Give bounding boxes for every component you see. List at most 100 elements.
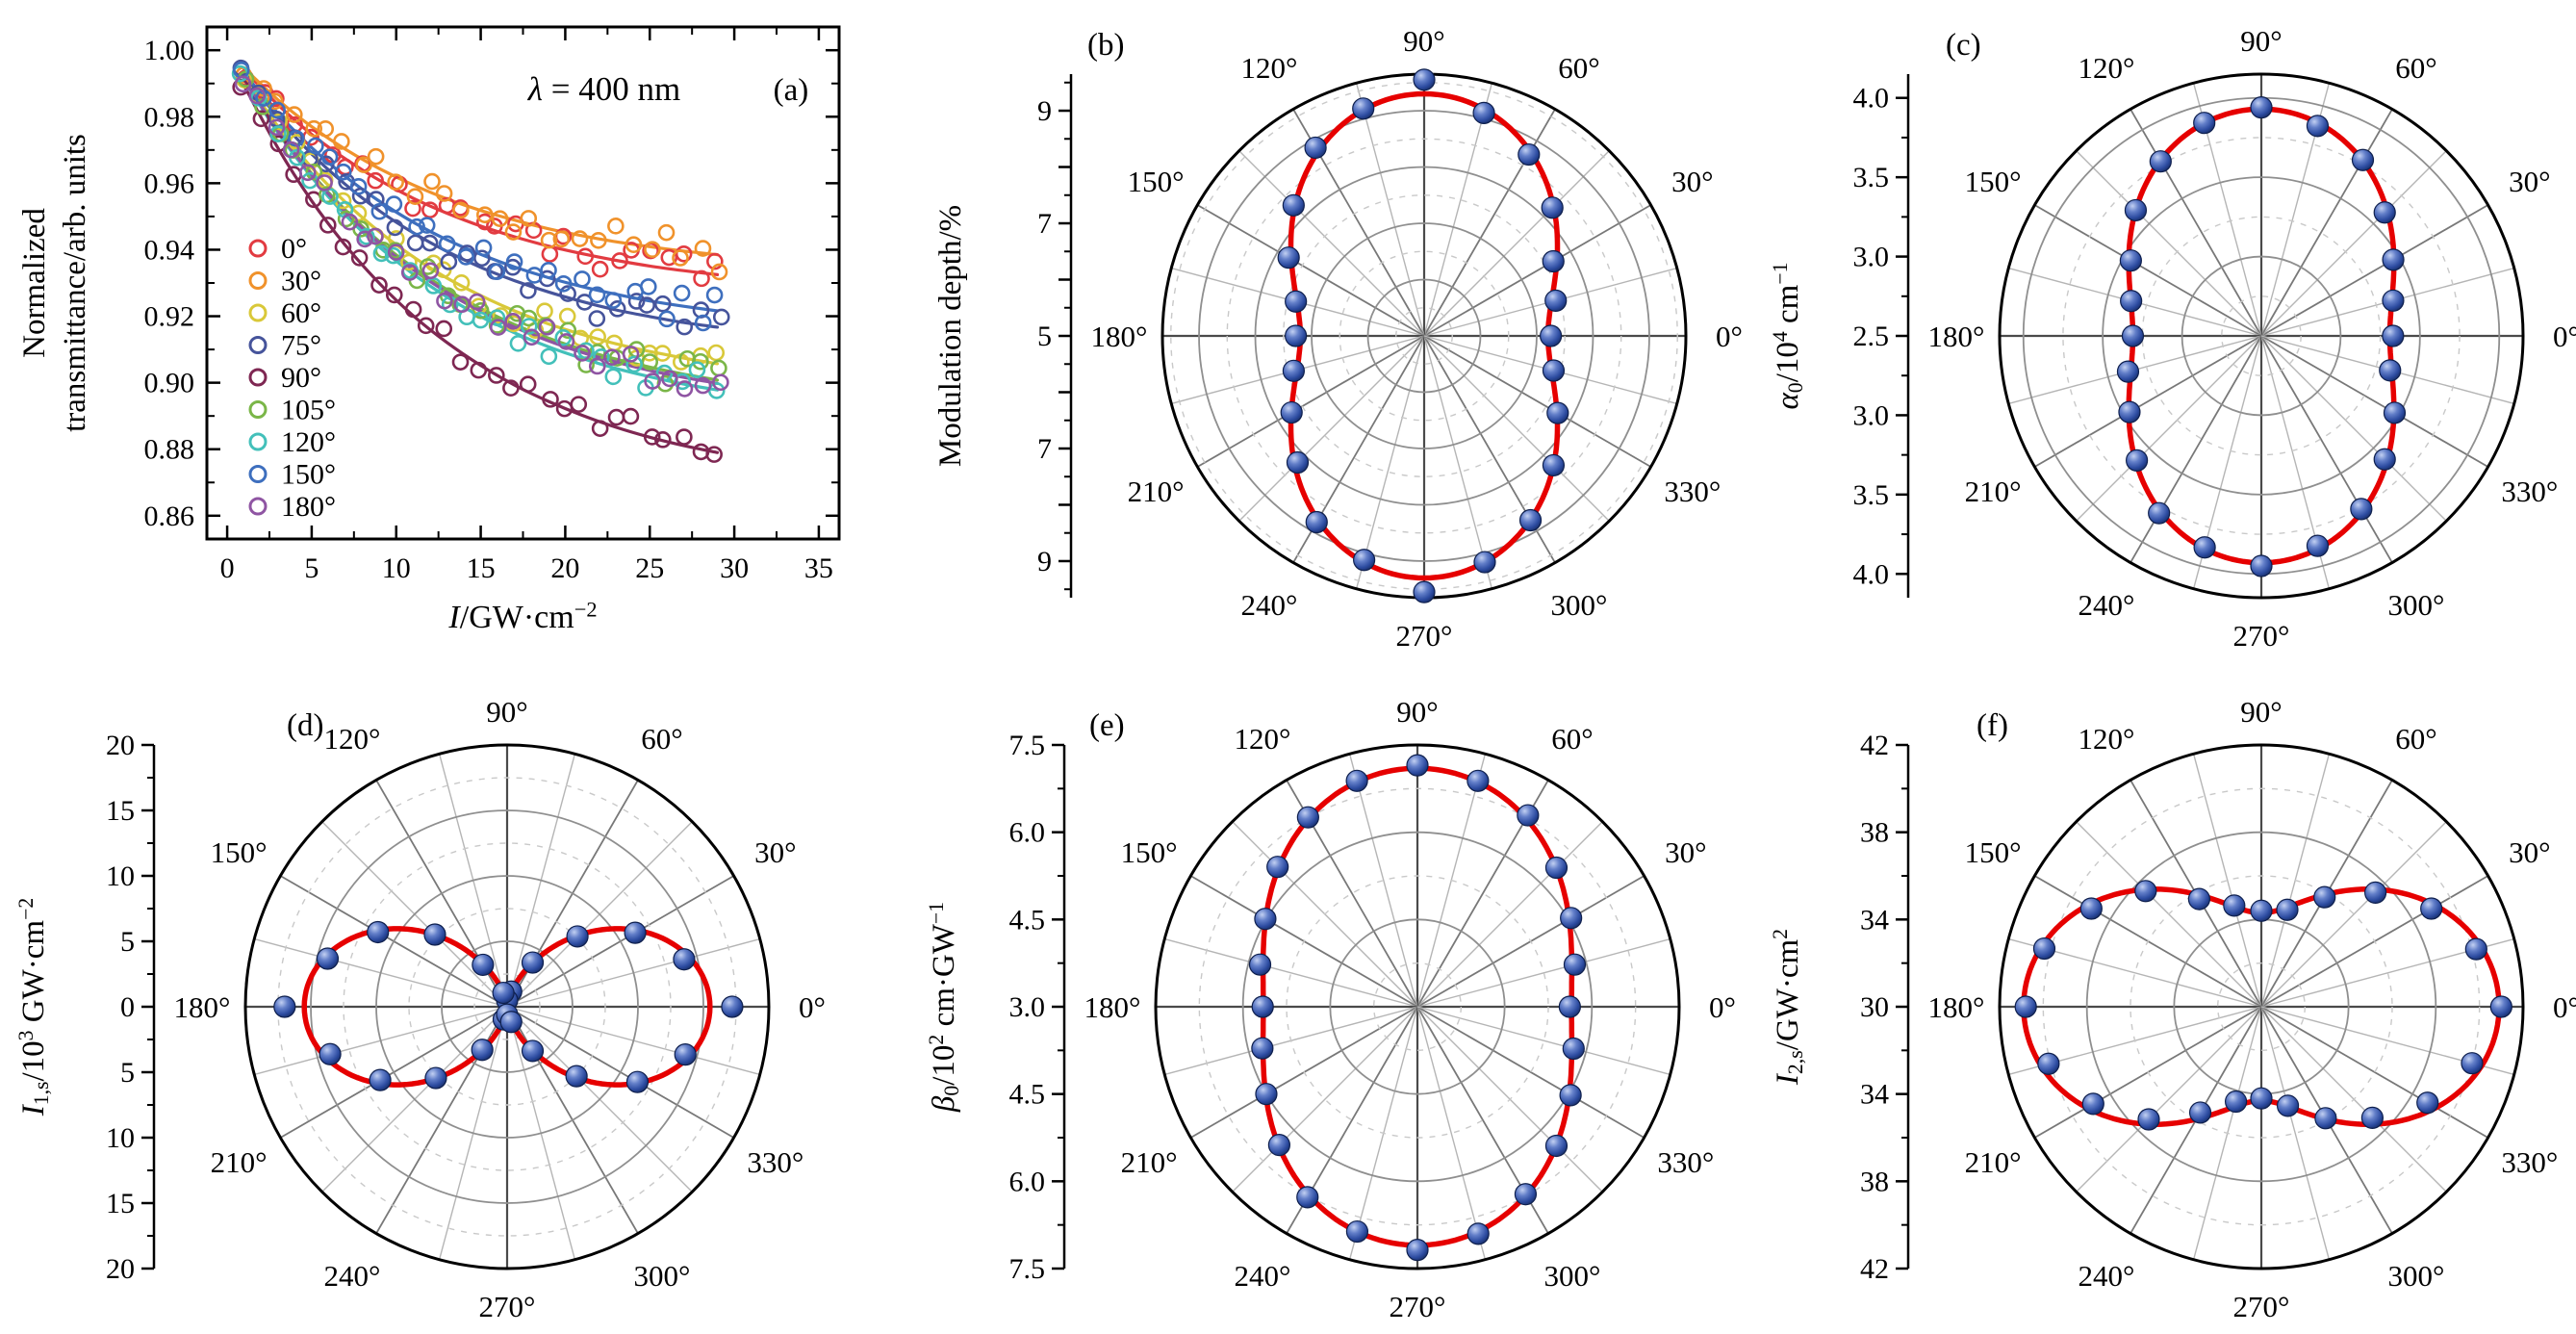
polar-ring-major — [2102, 176, 2421, 496]
scatter-point-90° — [417, 317, 435, 335]
angle-label: 120° — [324, 722, 381, 756]
legend-label: 180° — [281, 491, 336, 523]
panel-letter: (a) — [774, 73, 809, 108]
polar-spoke — [2076, 150, 2262, 337]
scatter-point-150° — [705, 286, 724, 304]
legend-marker — [248, 432, 268, 451]
data-point — [1254, 908, 1277, 931]
data-point — [1559, 1084, 1582, 1107]
polar-ring-minor — [473, 973, 541, 1040]
scatter-point-30° — [694, 240, 712, 257]
angle-label: 0° — [2553, 320, 2576, 353]
scatter-point-150° — [525, 267, 544, 284]
panel-d-polar-chart: 0 5 5 10 10 15 15 20 20 I1,s/103 GW·cm−2 0° 30° 60° 9… — [14, 695, 826, 1323]
data-point — [1406, 1239, 1429, 1262]
angle-label: 240° — [324, 1259, 381, 1293]
polar-spoke — [1423, 83, 1493, 337]
scatter-point-120° — [472, 311, 490, 329]
angle-label: 150° — [1121, 835, 1178, 869]
data-point — [2119, 249, 2142, 272]
data-point — [1251, 1037, 1274, 1060]
scatter-point-0° — [611, 252, 628, 269]
radial-tick-label: 30 — [1860, 991, 1889, 1023]
radial-tick-label: 6.0 — [1009, 817, 1046, 849]
angle-label: 120° — [1241, 51, 1298, 85]
scatter-point-120° — [593, 348, 610, 366]
scatter-point-150° — [334, 163, 352, 181]
data-point — [499, 1011, 523, 1034]
data-point — [2149, 150, 2172, 173]
panel-c-polar-chart: 2.5 3.0 3.0 3.5 3.5 4.0 4.0 α0/104 cm−1 0° 30° 60°… — [1769, 24, 2576, 653]
scatter-point-30° — [552, 230, 571, 248]
polar-spoke — [1416, 1006, 1487, 1260]
scatter-point-30° — [540, 231, 558, 249]
polar-ring-minor — [408, 908, 606, 1106]
polar-spoke — [1238, 150, 1425, 337]
scatter-point-90° — [519, 375, 537, 394]
scatter-point-30° — [423, 172, 441, 191]
data-point — [2118, 400, 2141, 423]
angle-label: 270° — [479, 1290, 536, 1323]
data-point — [2373, 201, 2396, 224]
data-point — [1542, 249, 1565, 273]
scatter-point-90° — [334, 238, 352, 256]
polar-spoke — [2260, 108, 2393, 337]
polar-ring-major — [2181, 255, 2342, 417]
scatter-point-180° — [268, 118, 286, 137]
scatter-point-180° — [523, 328, 541, 346]
scatter-point-180° — [504, 313, 522, 330]
scatter-point-30° — [355, 156, 372, 173]
legend-marker — [248, 239, 268, 258]
data-point — [367, 920, 390, 944]
legend-marker — [248, 497, 268, 516]
scatter-point-150° — [370, 202, 389, 220]
scatter-point-180° — [712, 373, 729, 392]
scatter-point-75° — [575, 294, 594, 311]
scatter-point-90° — [622, 407, 640, 425]
data-point — [1296, 1186, 1319, 1209]
legend-item: 180° — [248, 491, 336, 523]
scatter-point-105° — [472, 301, 490, 320]
angle-label: 210° — [1121, 1145, 1178, 1179]
scatter-point-90° — [252, 110, 270, 128]
scatter-point-150° — [349, 177, 368, 195]
data-point — [423, 923, 446, 946]
data-point — [625, 1070, 650, 1093]
scatter-point-60° — [452, 274, 471, 292]
angle-label: 210° — [1128, 475, 1185, 508]
angle-label: 210° — [1965, 475, 2022, 508]
data-point — [2306, 534, 2330, 557]
scatter-point-150° — [307, 137, 324, 155]
angle-label: 330° — [1664, 475, 1721, 508]
polar-spoke — [2033, 335, 2262, 468]
angle-label: 210° — [1965, 1145, 2022, 1179]
angle-label: 180° — [174, 990, 231, 1024]
data-point — [1413, 68, 1436, 91]
scatter-point-30° — [491, 210, 509, 227]
scatter-point-90° — [451, 353, 470, 371]
x-tick-label: 10 — [382, 552, 411, 584]
scatter-point-30° — [571, 230, 589, 247]
data-point — [2250, 899, 2273, 922]
fit-curve-90° — [242, 84, 720, 454]
angle-label: 120° — [2079, 51, 2135, 85]
scatter-point-120° — [509, 335, 527, 352]
panel-letter: (c) — [1946, 28, 1981, 63]
angle-label: 270° — [2233, 619, 2290, 653]
scatter-point-75° — [588, 310, 606, 327]
radial-tick-label: 34 — [1860, 904, 1889, 936]
data-point — [1255, 1083, 1278, 1106]
data-point — [1305, 510, 1328, 534]
radial-tick-label: 20 — [106, 1253, 135, 1285]
angle-label: 240° — [2079, 588, 2135, 622]
angle-label: 330° — [2501, 1145, 2558, 1179]
scatter-point-0° — [591, 260, 609, 278]
angle-label: 330° — [2501, 475, 2558, 508]
data-point — [2037, 1052, 2060, 1075]
radial-tick-label: 4.5 — [1009, 904, 1046, 936]
data-point — [1280, 400, 1303, 424]
angle-label: 0° — [799, 990, 826, 1024]
legend-label: 60° — [281, 297, 321, 329]
data-point — [2014, 995, 2037, 1018]
data-point — [673, 948, 696, 971]
